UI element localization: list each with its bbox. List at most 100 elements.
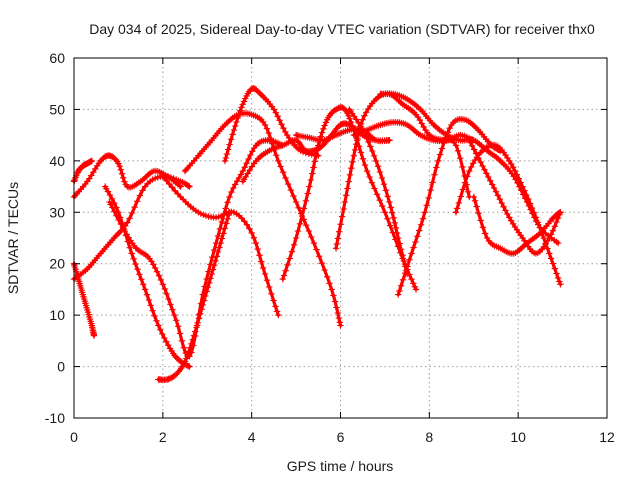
data-point — [326, 280, 333, 287]
data-point — [471, 197, 479, 204]
data-point — [357, 149, 365, 156]
data-point — [115, 216, 122, 224]
data-point — [515, 175, 522, 182]
data-point — [216, 225, 224, 233]
x-tick-label: 10 — [510, 429, 526, 445]
data-point — [272, 303, 279, 310]
data-point — [268, 290, 275, 297]
data-point — [331, 298, 339, 305]
data-point — [205, 268, 212, 275]
data-point — [211, 262, 218, 269]
data-point — [334, 235, 342, 242]
data-point — [176, 182, 183, 189]
data-point — [222, 205, 229, 212]
data-point — [334, 309, 341, 317]
data-point — [193, 322, 201, 329]
data-point — [278, 121, 285, 128]
data-point — [128, 209, 136, 217]
data-point — [149, 307, 156, 314]
data-point — [382, 187, 390, 194]
series-arc-13 — [292, 125, 393, 145]
data-point — [199, 291, 206, 298]
data-point — [427, 187, 434, 194]
y-tick-label: 40 — [49, 153, 65, 169]
data-point — [551, 223, 558, 230]
data-point — [152, 264, 159, 272]
data-point — [452, 209, 460, 216]
data-point — [540, 234, 547, 242]
data-point — [553, 270, 560, 277]
data-point — [315, 142, 322, 149]
data-point — [256, 252, 263, 259]
data-point — [333, 240, 341, 248]
data-point — [138, 276, 145, 283]
data-point — [201, 283, 208, 290]
y-tick-label: 50 — [49, 101, 65, 117]
data-point — [214, 248, 222, 256]
data-point — [532, 214, 540, 221]
data-point — [387, 204, 395, 211]
data-point — [351, 146, 359, 154]
data-point — [134, 198, 141, 205]
data-point — [248, 229, 255, 237]
data-point — [88, 172, 95, 179]
data-point — [494, 192, 502, 199]
data-point — [288, 248, 296, 255]
data-point — [174, 323, 182, 330]
data-point — [348, 165, 355, 172]
data-point — [391, 219, 398, 226]
data-point — [421, 209, 429, 216]
data-point — [224, 215, 231, 223]
data-point — [353, 141, 360, 148]
data-point — [359, 126, 366, 134]
data-point — [399, 276, 407, 283]
x-axis-title: GPS time / hours — [287, 458, 394, 474]
data-point — [523, 191, 530, 199]
data-point — [249, 148, 256, 155]
data-point — [167, 301, 174, 308]
data-point — [546, 250, 553, 257]
data-point — [479, 162, 486, 170]
series-arc-16 — [346, 106, 411, 278]
data-point — [502, 207, 509, 214]
data-point — [267, 135, 274, 142]
data-point — [436, 151, 444, 158]
data-point — [367, 143, 374, 150]
data-point — [464, 173, 471, 180]
data-point — [513, 171, 521, 178]
data-point — [473, 150, 480, 157]
series-trace — [396, 117, 502, 297]
data-point — [457, 155, 464, 162]
data-point — [406, 256, 413, 263]
data-point — [266, 283, 273, 291]
data-point — [479, 224, 487, 231]
data-point — [277, 163, 284, 170]
data-point — [226, 193, 233, 201]
data-point — [468, 142, 476, 149]
data-point — [233, 118, 240, 126]
data-point — [284, 261, 291, 269]
data-point — [157, 276, 165, 284]
data-point — [376, 197, 383, 204]
data-point — [261, 121, 269, 129]
data-point — [274, 113, 281, 120]
data-point — [321, 266, 328, 274]
data-point — [363, 167, 371, 175]
data-point — [272, 109, 279, 116]
data-point — [228, 188, 235, 196]
data-point — [141, 286, 149, 293]
series-arc-17 — [395, 116, 504, 298]
data-point — [310, 164, 317, 171]
chart-title: Day 034 of 2025, Sidereal Day-to-day VTE… — [89, 21, 595, 37]
data-point — [345, 178, 352, 185]
data-point — [435, 157, 442, 165]
data-point — [90, 332, 98, 339]
data-point — [130, 255, 137, 262]
data-point — [159, 330, 166, 338]
data-point — [244, 170, 251, 177]
data-point — [296, 220, 304, 227]
data-point — [238, 215, 245, 222]
data-point — [525, 196, 532, 203]
data-point — [390, 214, 397, 221]
data-point — [186, 183, 193, 190]
